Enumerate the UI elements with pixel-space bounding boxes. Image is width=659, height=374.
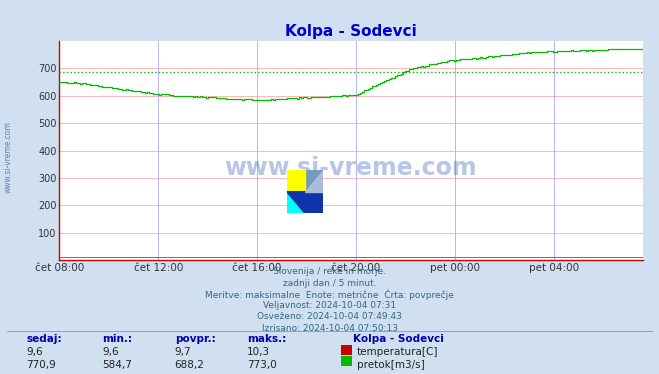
Text: zadnji dan / 5 minut.: zadnji dan / 5 minut.: [283, 279, 376, 288]
Text: temperatura[C]: temperatura[C]: [357, 347, 439, 357]
Text: povpr.:: povpr.:: [175, 334, 215, 344]
Text: 9,7: 9,7: [175, 347, 191, 357]
Text: 584,7: 584,7: [102, 360, 132, 370]
Text: Osveženo: 2024-10-04 07:49:43: Osveženo: 2024-10-04 07:49:43: [257, 312, 402, 321]
Text: 9,6: 9,6: [26, 347, 43, 357]
Polygon shape: [287, 170, 323, 192]
Text: 770,9: 770,9: [26, 360, 56, 370]
Title: Kolpa - Sodevci: Kolpa - Sodevci: [285, 24, 416, 39]
Text: pretok[m3/s]: pretok[m3/s]: [357, 360, 425, 370]
Text: 773,0: 773,0: [247, 360, 277, 370]
Text: Slovenija / reke in morje.: Slovenija / reke in morje.: [273, 267, 386, 276]
Text: Meritve: maksimalne  Enote: metrične  Črta: povprečje: Meritve: maksimalne Enote: metrične Črta…: [205, 290, 454, 300]
Polygon shape: [287, 192, 323, 213]
Text: 10,3: 10,3: [247, 347, 270, 357]
Text: sedaj:: sedaj:: [26, 334, 62, 344]
Bar: [287, 170, 304, 192]
Text: 9,6: 9,6: [102, 347, 119, 357]
Text: min.:: min.:: [102, 334, 132, 344]
Polygon shape: [304, 170, 323, 192]
Text: 688,2: 688,2: [175, 360, 204, 370]
Text: Izrisano: 2024-10-04 07:50:13: Izrisano: 2024-10-04 07:50:13: [262, 324, 397, 332]
Text: Veljavnost: 2024-10-04 07:31: Veljavnost: 2024-10-04 07:31: [263, 301, 396, 310]
Text: www.si-vreme.com: www.si-vreme.com: [3, 121, 13, 193]
Text: www.si-vreme.com: www.si-vreme.com: [225, 156, 477, 180]
Text: Kolpa - Sodevci: Kolpa - Sodevci: [353, 334, 444, 344]
Polygon shape: [287, 192, 304, 213]
Text: maks.:: maks.:: [247, 334, 287, 344]
